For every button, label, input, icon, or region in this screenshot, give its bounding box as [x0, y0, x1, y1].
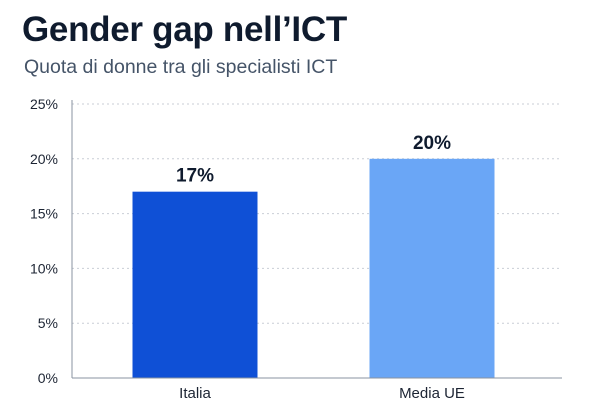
y-tick-label: 0% [38, 370, 58, 386]
data-label: 17% [176, 166, 214, 187]
data-label: 20% [413, 133, 451, 154]
y-tick-label: 20% [30, 151, 58, 167]
y-tick-label: 25% [30, 96, 58, 112]
bar-italia [132, 191, 258, 378]
chart-subtitle: Quota di donne tra gli specialisti ICT [24, 56, 338, 78]
bar-media-ue [369, 158, 495, 378]
y-tick-label: 10% [30, 260, 58, 276]
x-category-label: Media UE [399, 385, 465, 400]
y-tick-label: 15% [30, 206, 58, 222]
x-category-label: Italia [179, 385, 211, 400]
y-tick-label: 5% [38, 315, 58, 331]
chart-title: Gender gap nell’ICT [22, 10, 347, 49]
